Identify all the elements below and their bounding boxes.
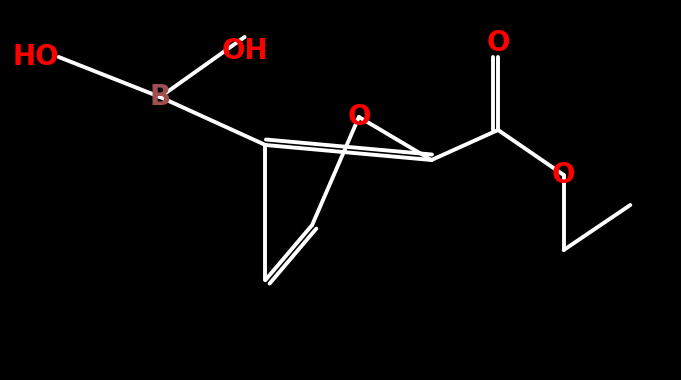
Text: HO: HO — [12, 43, 59, 71]
Text: OH: OH — [221, 37, 268, 65]
Text: O: O — [552, 161, 575, 189]
Text: O: O — [486, 29, 510, 57]
Text: O: O — [347, 103, 370, 131]
Text: B: B — [150, 83, 171, 111]
